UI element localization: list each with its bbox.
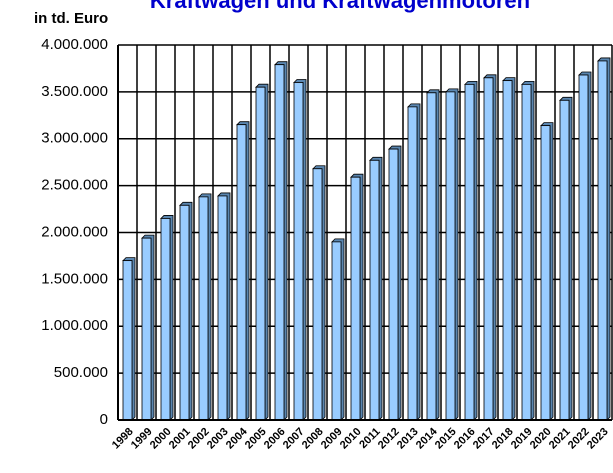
- bar: [350, 176, 361, 421]
- x-tick-label: 2022: [566, 426, 592, 452]
- bar: [502, 80, 513, 421]
- bar: [426, 92, 437, 421]
- x-tick-label: 2021: [547, 426, 573, 452]
- x-tick-label: 1998: [110, 426, 136, 452]
- x-tick-label: 2006: [262, 426, 288, 452]
- bar: [293, 82, 304, 421]
- bar: [274, 64, 285, 421]
- bar: [141, 237, 152, 421]
- chart-title: Kraftwagen und Kraftwagenmotoren: [150, 0, 530, 13]
- x-tick-label: 2008: [300, 426, 326, 452]
- x-tick-label: 2016: [452, 426, 478, 452]
- bar: [521, 83, 532, 421]
- bar: [388, 148, 399, 421]
- x-tick-label: 2003: [205, 426, 231, 452]
- x-tick-label: 1999: [129, 426, 155, 452]
- bar: [540, 125, 551, 421]
- y-tick-label: 2.500.000: [41, 177, 108, 194]
- bar: [464, 83, 475, 421]
- bar: [369, 159, 380, 421]
- bar: [179, 204, 190, 421]
- bar: [597, 60, 608, 421]
- y-tick-label: 4.000.000: [41, 36, 108, 53]
- bar: [122, 260, 133, 421]
- y-tick-label: 500.000: [54, 364, 108, 381]
- x-tick-label: 2009: [319, 426, 345, 452]
- bar: [445, 91, 456, 421]
- x-tick-label: 2017: [471, 426, 497, 452]
- x-tick-label: 2018: [490, 426, 516, 452]
- bar: [483, 77, 494, 421]
- y-tick-label: 1.000.000: [41, 317, 108, 334]
- bar: [160, 218, 171, 421]
- x-tick-label: 2000: [148, 426, 174, 452]
- y-tick-label: 3.000.000: [41, 130, 108, 147]
- bar: [217, 195, 228, 421]
- x-tick-label: 2020: [528, 426, 554, 452]
- bar: [255, 86, 266, 421]
- bar: [578, 74, 589, 421]
- x-tick-label: 2023: [585, 426, 611, 452]
- x-tick-label: 2005: [243, 426, 269, 452]
- y-tick-label: 1.500.000: [41, 270, 108, 287]
- x-tick-label: 2012: [376, 426, 402, 452]
- x-tick-label: 2015: [433, 426, 459, 452]
- y-tick-label: 2.000.000: [41, 223, 108, 240]
- y-tick-label: 3.500.000: [41, 83, 108, 100]
- x-tick-label: 2007: [281, 426, 307, 452]
- bar: [559, 99, 570, 421]
- x-tick-label: 2013: [395, 426, 421, 452]
- bar: [236, 124, 247, 421]
- y-tick-label: 0: [100, 411, 108, 428]
- x-tick-label: 2002: [186, 426, 212, 452]
- bar: [407, 106, 418, 421]
- bar: [331, 241, 342, 421]
- bar: [312, 168, 323, 421]
- y-axis-label: in td. Euro: [34, 10, 108, 27]
- x-tick-label: 2001: [167, 426, 193, 452]
- x-tick-label: 2019: [509, 426, 535, 452]
- bar: [198, 196, 209, 421]
- x-tick-label: 2010: [338, 426, 364, 452]
